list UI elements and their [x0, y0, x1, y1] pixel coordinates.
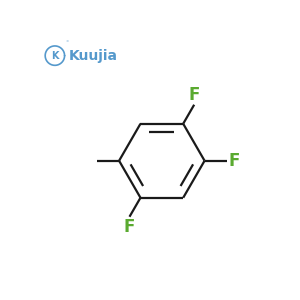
Text: Kuujia: Kuujia [69, 49, 118, 63]
Text: F: F [188, 85, 200, 103]
Text: F: F [124, 218, 135, 236]
Text: °: ° [66, 40, 69, 45]
Text: K: K [51, 51, 59, 61]
Text: F: F [228, 152, 240, 170]
